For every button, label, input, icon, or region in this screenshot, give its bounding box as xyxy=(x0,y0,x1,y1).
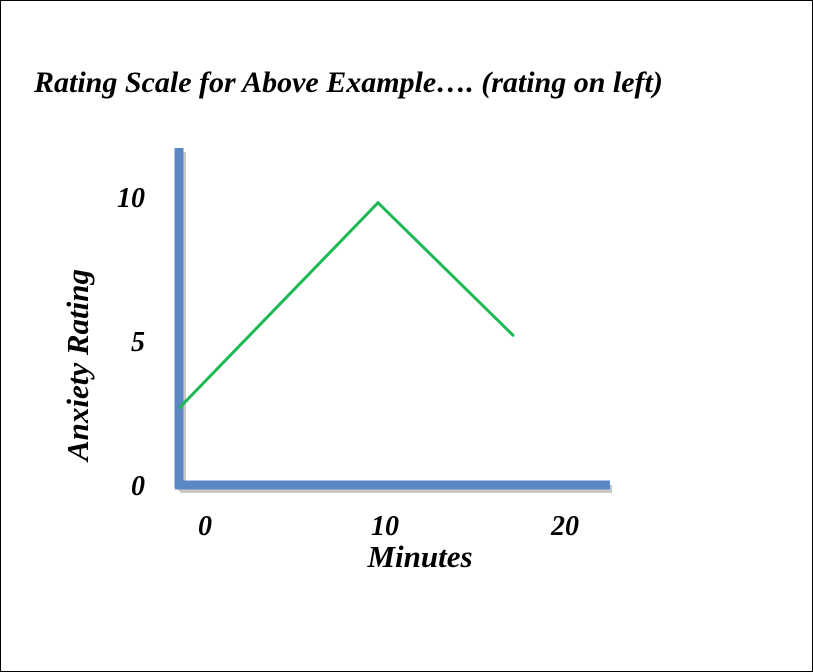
data-point xyxy=(178,405,182,409)
x-tick-label: 10 xyxy=(371,511,399,542)
y-tick-label: 10 xyxy=(117,183,145,214)
x-tick-label: 0 xyxy=(198,511,212,542)
chart-series xyxy=(178,200,515,409)
data-point xyxy=(511,333,515,337)
data-point xyxy=(376,201,380,205)
y-axis-label: Anxiety Rating xyxy=(60,269,95,463)
y-tick-label: 5 xyxy=(131,327,145,358)
x-tick-labels: 0 10 20 xyxy=(198,511,579,542)
y-tick-label: 0 xyxy=(131,471,145,502)
y-tick-labels: 0 5 10 xyxy=(117,183,145,502)
series-line xyxy=(178,200,515,409)
x-axis-label: Minutes xyxy=(366,539,472,574)
x-tick-label: 20 xyxy=(550,511,579,542)
chart-shadows xyxy=(178,152,612,493)
chart-axes xyxy=(174,148,610,490)
slide-title: Rating Scale for Above Example…. (rating… xyxy=(34,66,663,99)
